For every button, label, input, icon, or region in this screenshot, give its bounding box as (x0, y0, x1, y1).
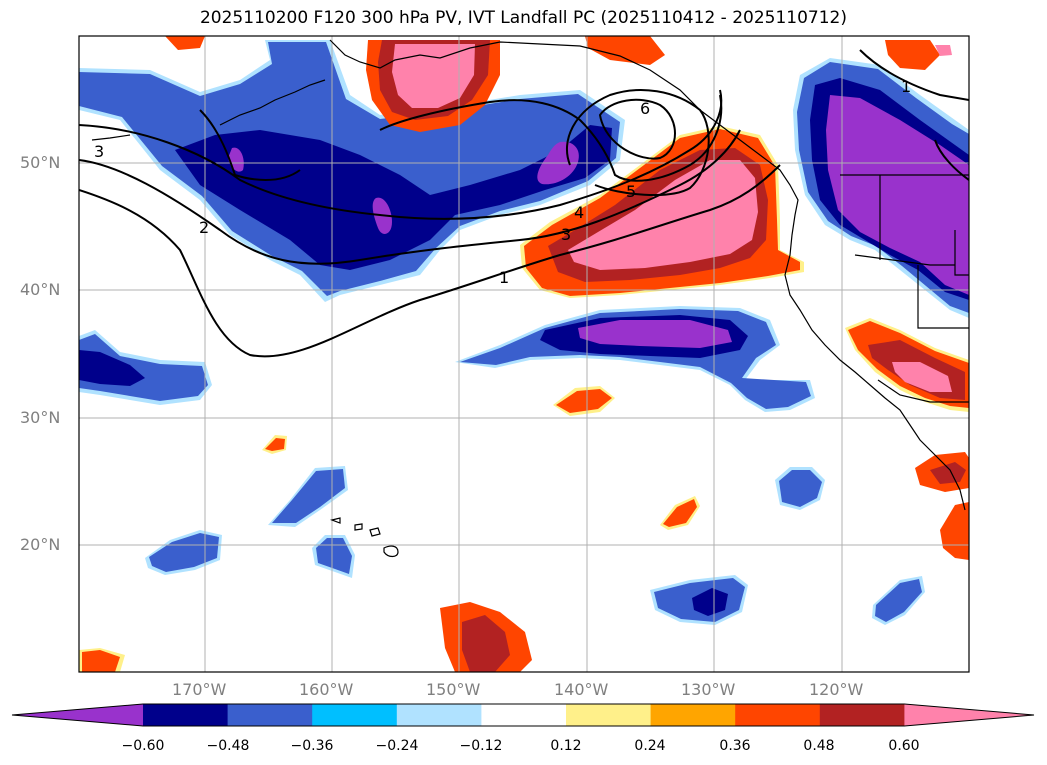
colorbar-tick-label: −0.60 (121, 738, 165, 754)
contour-label: 2 (199, 218, 209, 237)
colorbar-segment (566, 704, 652, 726)
coastlines (91, 39, 969, 558)
contour-label: 3 (561, 225, 571, 244)
positive-anomaly-main (520, 126, 804, 298)
negative-anomaly-west (79, 330, 212, 405)
negative-anomaly-mid (455, 306, 815, 412)
contour-label: 5 (626, 182, 636, 201)
lon-label: 160°W (299, 680, 354, 699)
pv-contours (79, 49, 969, 358)
negative-anomaly-north (79, 40, 625, 302)
negative-anomaly-east (793, 58, 969, 318)
positive-anomaly-small (79, 386, 700, 672)
colorbar-tick-label: −0.12 (459, 738, 503, 754)
colorbar-tick-label: 0.12 (550, 738, 582, 754)
colorbar-extend-high (904, 704, 1034, 726)
map-gridlines (79, 36, 969, 672)
colorbar-outline (11, 703, 1035, 727)
map-frame (78, 35, 970, 673)
negative-anomaly-small (145, 466, 925, 625)
lon-label: 140°W (554, 680, 609, 699)
colorbar-segment (227, 704, 313, 726)
contour-label: 4 (574, 203, 584, 222)
lon-label: 170°W (172, 680, 227, 699)
colorbar-segment (481, 704, 567, 726)
contour-labels: 1 2 3 4 5 6 1 3 (94, 77, 911, 287)
lon-label: 150°W (426, 680, 481, 699)
colorbar-tick-label: 0.60 (888, 738, 920, 754)
colorbar-segment (819, 704, 905, 726)
colorbar-segment (396, 704, 482, 726)
colorbar-segment (735, 704, 821, 726)
lat-label: 20°N (20, 535, 61, 554)
contour-label: 6 (640, 99, 650, 118)
lon-label: 120°W (809, 680, 864, 699)
shaded-fields (79, 36, 969, 672)
lat-label: 30°N (20, 408, 61, 427)
lat-label: 50°N (20, 153, 61, 172)
colorbar-tick-label: −0.24 (375, 738, 419, 754)
colorbar-tick-label: −0.48 (206, 738, 250, 754)
lon-label: 130°W (681, 680, 736, 699)
colorbar-extend-low (12, 704, 143, 726)
colorbar (11, 703, 1035, 727)
colorbar-tick-label: 0.36 (719, 738, 751, 754)
colorbar-tick-label: 0.24 (634, 738, 666, 754)
colorbar-segment (650, 704, 736, 726)
contour-label: 3 (94, 142, 104, 161)
colorbar-segment (312, 704, 398, 726)
colorbar-segment (143, 704, 229, 726)
lat-label: 40°N (20, 280, 61, 299)
contour-label: 1 (901, 77, 911, 96)
map-title: 2025110200 F120 300 hPa PV, IVT Landfall… (199, 8, 847, 28)
positive-anomaly-alaska (165, 36, 952, 132)
colorbar-tick-label: −0.36 (290, 738, 334, 754)
colorbar-tick-label: 0.48 (803, 738, 835, 754)
contour-label: 1 (499, 268, 509, 287)
